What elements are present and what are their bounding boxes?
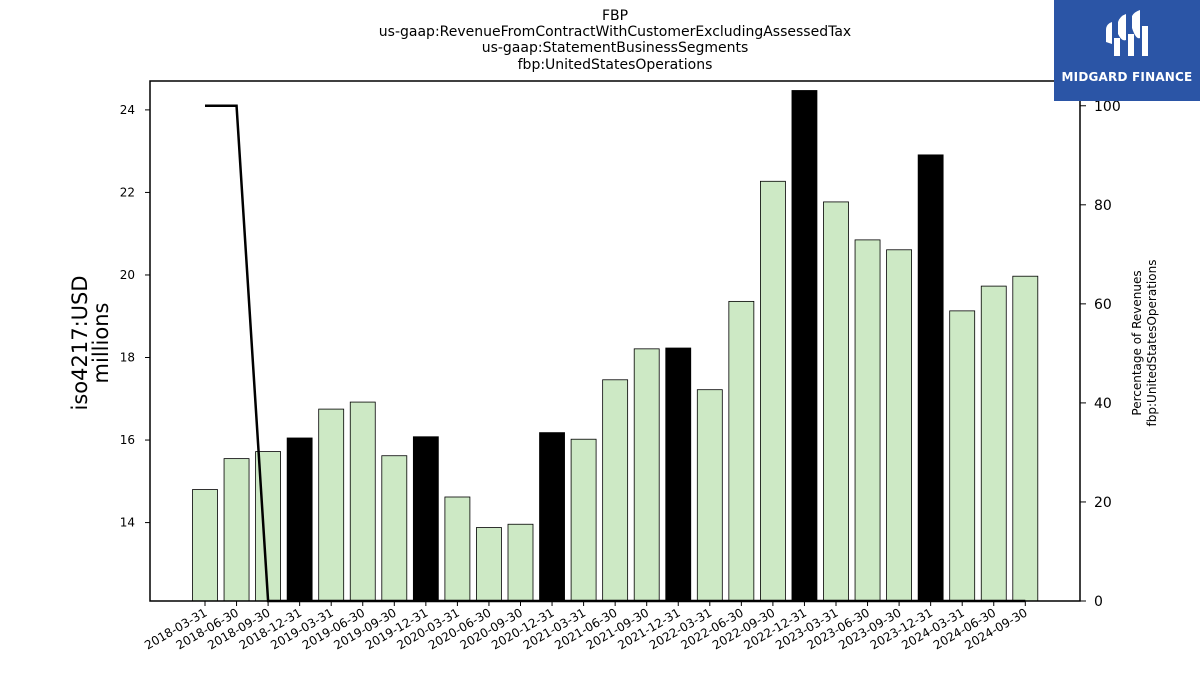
bar-2022-06-30 [728, 300, 755, 602]
bar-2021-09-30 [633, 348, 660, 602]
bar-2023-06-30 [854, 239, 881, 602]
left-y-axis-label-line1: iso4217:USD [68, 275, 92, 410]
left-ytick-label-16: 16 [120, 433, 135, 447]
bar-series [192, 90, 1039, 602]
left-y-axis: 14 16 18 20 22 24 [120, 103, 150, 530]
right-y-axis-label-line1: Percentage of Revenues [1130, 270, 1144, 415]
logo-text: MIDGARD FINANCE [1061, 70, 1193, 84]
left-y-axis-label-line2: millions [89, 303, 113, 384]
title-line-member: fbp:UnitedStatesOperations [518, 57, 713, 73]
bar-2018-12-31 [286, 437, 313, 602]
left-ytick-label-20: 20 [120, 268, 135, 282]
left-ytick-label-18: 18 [120, 351, 135, 365]
x-axis: 2018-03-312018-06-302018-09-302018-12-31… [142, 601, 1030, 652]
bar-2018-03-31 [192, 489, 218, 602]
bar-2024-03-31 [949, 310, 976, 602]
right-ytick-label-20: 20 [1094, 495, 1112, 511]
bar-2023-03-31 [823, 201, 849, 602]
left-ytick-label-24: 24 [120, 103, 135, 117]
title-line-concept: us-gaap:RevenueFromContractWithCustomerE… [379, 24, 851, 40]
title-line-ticker: FBP [602, 8, 628, 24]
bar-2021-03-31 [570, 438, 597, 602]
bar-2019-12-31 [412, 436, 439, 602]
bar-2022-09-30 [760, 180, 786, 602]
bar-2019-06-30 [349, 401, 376, 602]
bar-2023-09-30 [886, 249, 912, 602]
bar-2019-03-31 [318, 408, 345, 602]
bar-2019-09-30 [381, 455, 408, 602]
bar-2024-09-30 [1012, 275, 1039, 602]
midgard-finance-logo: MIDGARD FINANCE [1054, 0, 1200, 101]
logo-mark-icon [1106, 10, 1148, 56]
chart-title: FBP us-gaap:RevenueFromContractWithCusto… [379, 8, 851, 73]
right-ytick-label-0: 0 [1094, 594, 1103, 610]
left-ytick-label-22: 22 [120, 185, 135, 199]
bar-2022-03-31 [696, 389, 723, 602]
right-ytick-label-60: 60 [1094, 297, 1112, 313]
bar-2024-06-30 [980, 285, 1007, 602]
bar-2020-06-30 [476, 527, 502, 602]
bar-2023-12-31 [917, 154, 944, 602]
right-y-axis: 0 20 40 60 80 100 [1080, 99, 1121, 610]
bar-2020-03-31 [444, 496, 471, 602]
bar-2020-09-30 [507, 523, 534, 602]
bar-2022-12-31 [791, 90, 818, 602]
right-ytick-label-40: 40 [1094, 396, 1112, 412]
left-ytick-label-14: 14 [120, 516, 135, 530]
bar-2021-06-30 [602, 379, 629, 602]
title-line-axis: us-gaap:StatementBusinessSegments [482, 40, 749, 56]
bar-2020-12-31 [539, 432, 565, 602]
right-ytick-label-100: 100 [1094, 99, 1121, 115]
right-ytick-label-80: 80 [1094, 198, 1112, 214]
bar-2021-12-31 [665, 347, 692, 602]
right-y-axis-label-line2: fbp:UnitedStatesOperations [1145, 260, 1159, 427]
bar-2018-06-30 [223, 458, 250, 602]
